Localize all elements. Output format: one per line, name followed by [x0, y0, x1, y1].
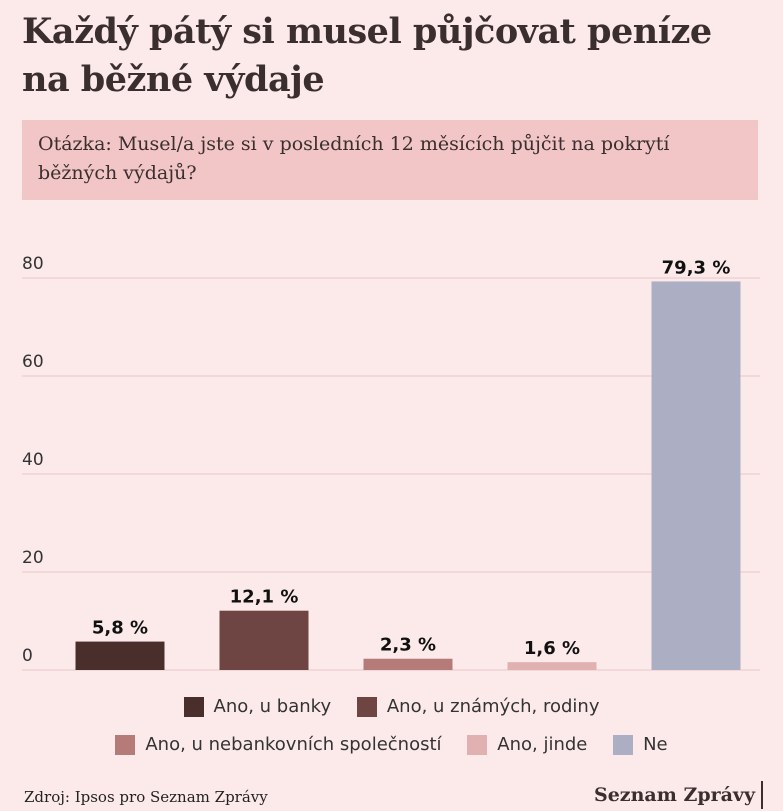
data-label: 1,6 %: [524, 638, 580, 659]
legend-row-1: Ano, u banky Ano, u známých, rodiny: [0, 696, 783, 722]
brand-divider: [761, 781, 763, 809]
bar-chart: 0 20 40 60 80 5,8 % 12,1 % 2,3 % 1,6 % 79,3 %: [22, 254, 760, 671]
y-tick-label: 0: [22, 646, 33, 666]
question-text: Otázka: Musel/a jste si v posledních 12 …: [38, 133, 670, 184]
legend-swatch: [613, 734, 634, 755]
question-box: Otázka: Musel/a jste si v posledních 12 …: [22, 120, 758, 200]
bar: [651, 281, 741, 670]
bar: [363, 658, 453, 670]
legend-swatch: [356, 696, 377, 717]
bar: [75, 641, 165, 670]
legend-label: Ano, jinde: [497, 734, 588, 755]
data-label: 12,1 %: [230, 587, 299, 608]
y-tick-label: 40: [22, 450, 44, 470]
data-label: 2,3 %: [380, 635, 436, 656]
legend-label: Ano, u banky: [213, 696, 332, 717]
source-note: Zdroj: Ipsos pro Seznam Zprávy: [24, 788, 268, 806]
legend-swatch: [467, 734, 488, 755]
data-label: 79,3 %: [662, 257, 731, 278]
y-tick-label: 80: [22, 254, 44, 274]
legend-row-2: Ano, u nebankovních společností Ano, jin…: [0, 734, 783, 760]
legend-item-rodina: Ano, u známých, rodiny: [356, 696, 600, 717]
legend-label: Ne: [643, 734, 668, 755]
data-label: 5,8 %: [92, 618, 148, 639]
y-tick-label: 20: [22, 548, 44, 568]
bar: [507, 662, 597, 670]
legend-item-nebankovni: Ano, u nebankovních společností: [115, 734, 442, 755]
legend-swatch: [115, 734, 136, 755]
chart-title: Každý pátý si musel půjčovat peníze na b…: [22, 11, 712, 100]
legend-swatch: [183, 696, 204, 717]
legend-item-ne: Ne: [613, 734, 668, 755]
brand-logo: Seznam Zprávy: [594, 784, 755, 806]
y-tick-label: 60: [22, 352, 44, 372]
legend-label: Ano, u nebankovních společností: [145, 734, 442, 755]
legend-item-banka: Ano, u banky: [183, 696, 332, 717]
legend-item-jinde: Ano, jinde: [467, 734, 587, 755]
legend-label: Ano, u známých, rodiny: [386, 696, 600, 717]
bar: [219, 610, 309, 670]
